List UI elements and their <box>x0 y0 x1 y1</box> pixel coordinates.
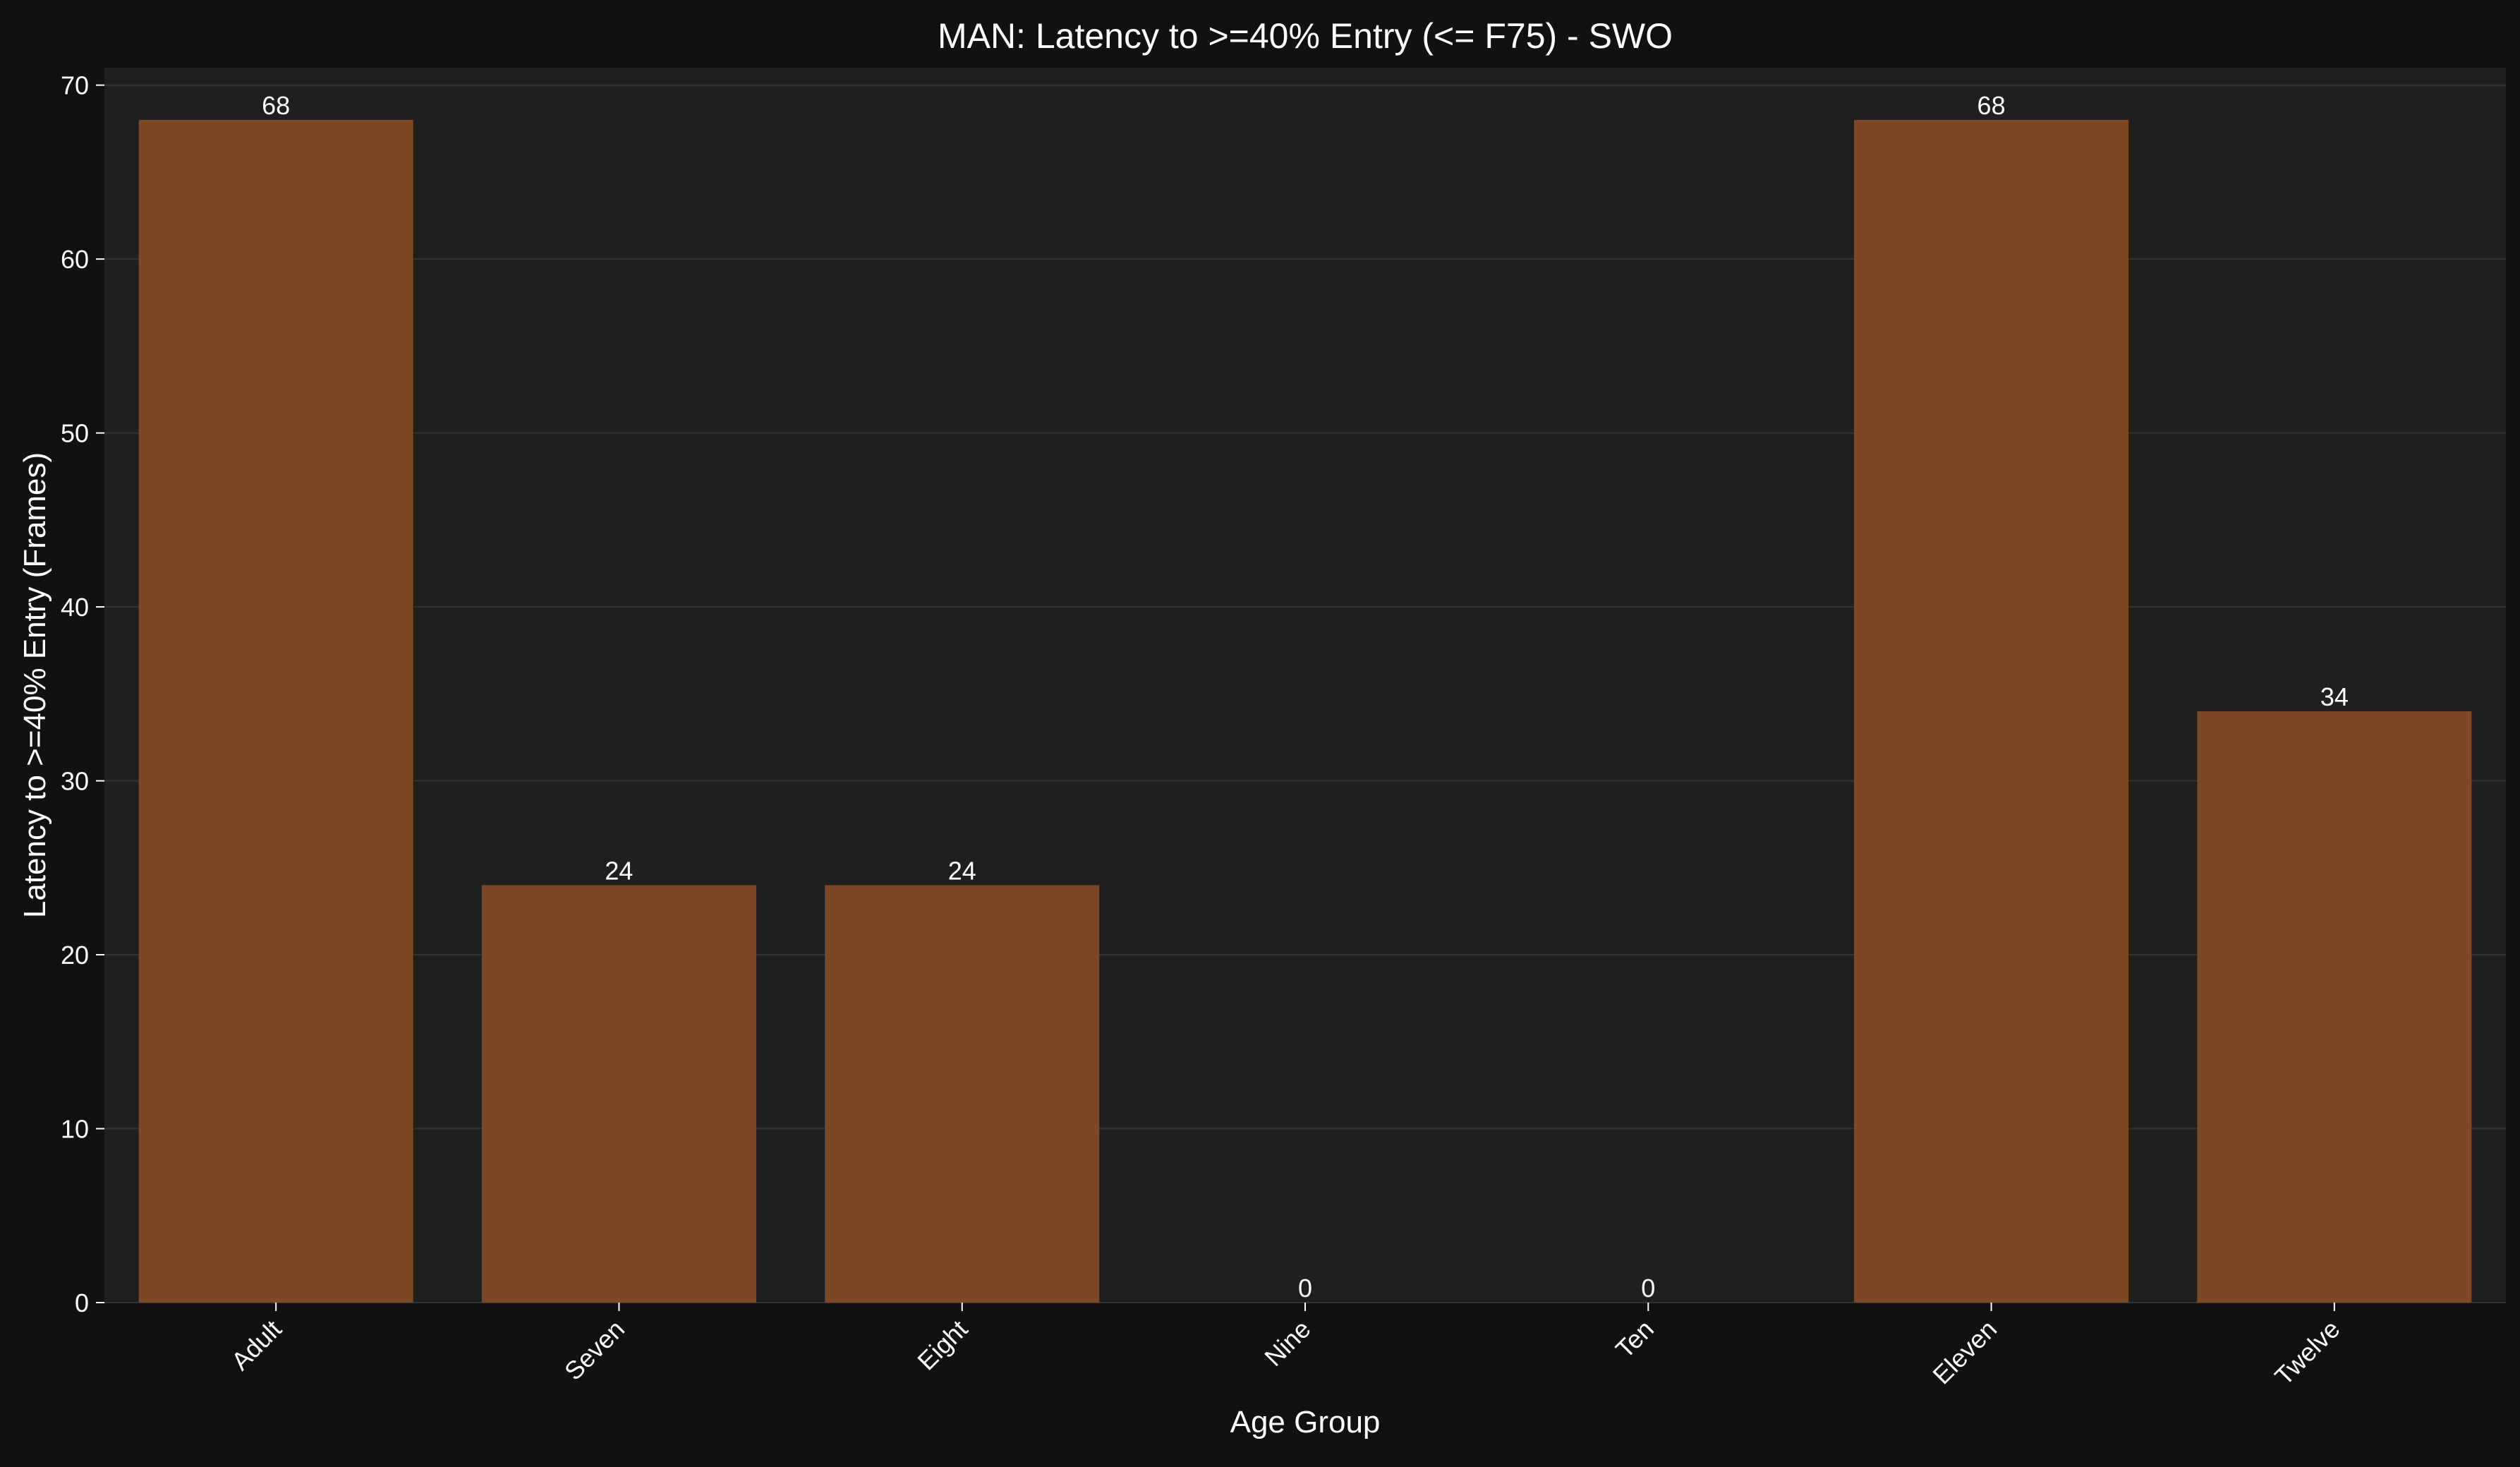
bar-seven <box>481 885 756 1303</box>
bars <box>138 119 2472 1303</box>
x-tick-label: Eight <box>911 1315 973 1376</box>
y-tick-label: 40 <box>61 593 89 622</box>
bar-value-label: 0 <box>1641 1274 1655 1303</box>
y-tick-label: 50 <box>61 419 89 448</box>
bar-value-label: 0 <box>1298 1274 1312 1303</box>
y-axis-title: Latency to >=40% Entry (Frames) <box>18 452 52 918</box>
y-tick-label: 10 <box>61 1115 89 1144</box>
y-tick-label: 70 <box>61 71 89 100</box>
x-axis: Adult Seven Eight Nine Ten Eleven Twelve <box>226 1303 2346 1391</box>
bar-value-label: 24 <box>948 856 976 885</box>
bar-value-labels: 68 24 24 0 0 68 34 <box>262 91 2349 1303</box>
y-tick-label: 0 <box>75 1288 89 1317</box>
bar-eleven <box>1854 119 2129 1303</box>
plot-area <box>104 68 2506 1303</box>
y-tick-label: 30 <box>61 767 89 796</box>
bar-value-label: 68 <box>1977 91 2006 120</box>
y-tick-label: 20 <box>61 941 89 970</box>
bar-value-label: 34 <box>2320 682 2349 711</box>
bar-adult <box>138 119 413 1303</box>
x-tick-label: Nine <box>1259 1315 1316 1372</box>
bar-twelve <box>2197 711 2472 1303</box>
bar-value-label: 24 <box>605 856 633 885</box>
chart-title: MAN: Latency to >=40% Entry (<= F75) - S… <box>938 16 1673 56</box>
x-tick-label: Ten <box>1610 1315 1659 1364</box>
y-tick-label: 60 <box>61 245 89 274</box>
x-tick-label: Adult <box>226 1315 287 1376</box>
x-tick-label: Eleven <box>1927 1315 2002 1390</box>
x-tick-label: Twelve <box>2269 1315 2345 1391</box>
bar-eight <box>825 885 1100 1303</box>
y-axis: 0 10 20 30 40 50 60 70 <box>61 71 104 1317</box>
bar-value-label: 68 <box>262 91 290 120</box>
x-tick-label: Seven <box>559 1315 630 1386</box>
x-axis-title: Age Group <box>1230 1405 1381 1439</box>
